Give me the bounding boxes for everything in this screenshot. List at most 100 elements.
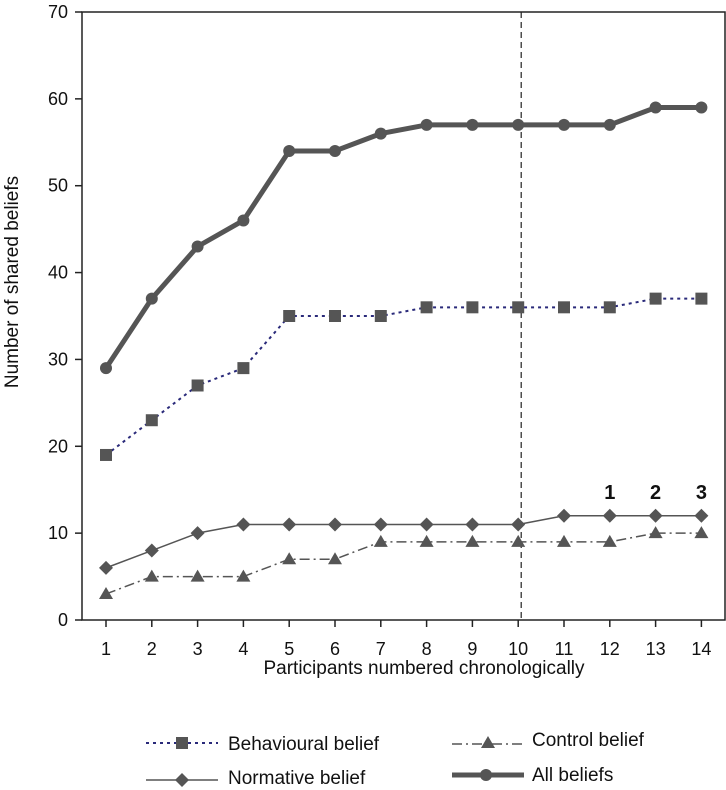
series-all-beliefs <box>100 101 708 375</box>
legend-entry-all: All beliefs <box>452 765 613 786</box>
data-point-square <box>695 292 708 305</box>
data-point-square <box>283 310 296 322</box>
series-line <box>103 105 702 370</box>
data-point-circle <box>145 292 158 305</box>
y-tick-label: 70 <box>48 2 68 22</box>
x-tick-label: 13 <box>646 639 666 659</box>
data-point-square <box>191 379 204 392</box>
x-tick-label: 7 <box>376 639 386 659</box>
series-line <box>105 297 702 456</box>
annotation-label: 1 <box>604 482 615 504</box>
data-point-triangle <box>419 534 434 547</box>
data-point-diamond <box>648 508 663 523</box>
x-tick-label: 10 <box>508 639 528 659</box>
series-behavioural-belief <box>100 292 708 461</box>
data-point-circle <box>237 214 250 227</box>
data-point-square <box>100 448 112 461</box>
data-point-circle <box>558 118 570 131</box>
x-tick-label: 5 <box>284 639 294 659</box>
x-tick-label: 1 <box>101 639 111 659</box>
legend-entry-behavioural: Behavioural belief <box>146 734 380 755</box>
series-layer <box>99 101 709 599</box>
data-point-square <box>466 301 479 314</box>
legend-entry-control: Control belief <box>452 730 645 751</box>
data-point-triangle <box>602 534 617 547</box>
data-point-circle <box>329 144 341 157</box>
data-point-triangle <box>648 526 663 539</box>
data-point-diamond <box>328 517 342 532</box>
data-point-diamond <box>99 560 113 575</box>
x-tick-label: 9 <box>467 639 477 659</box>
data-point-diamond <box>144 543 159 558</box>
data-point-diamond <box>465 517 480 532</box>
data-point-circle <box>191 240 204 253</box>
data-point-circle <box>466 118 479 131</box>
y-tick-label: 50 <box>48 176 68 196</box>
data-point-square <box>512 301 525 314</box>
y-axis-label: Number of shared beliefs <box>2 176 23 388</box>
series-normative-belief <box>99 508 709 575</box>
data-point-diamond <box>694 508 709 523</box>
data-point-circle <box>374 127 387 140</box>
legend-label-behavioural: Behavioural belief <box>228 734 380 755</box>
x-tick-label: 3 <box>193 639 203 659</box>
data-point-diamond <box>511 517 526 532</box>
data-point-triangle <box>236 569 251 582</box>
legend-entry-normative: Normative belief <box>146 768 366 789</box>
data-point-square <box>329 310 341 322</box>
x-tick-label: 11 <box>555 639 574 659</box>
y-tick-label: 20 <box>48 436 68 456</box>
data-point-triangle <box>511 534 526 547</box>
y-tick-label: 40 <box>48 263 68 283</box>
series-line <box>105 515 702 569</box>
data-point-square <box>374 310 387 322</box>
data-point-diamond <box>602 508 617 523</box>
data-point-triangle <box>694 526 709 539</box>
data-point-square <box>649 292 662 305</box>
annotation-label: 3 <box>696 482 707 504</box>
x-tick-label: 2 <box>147 639 157 659</box>
legend-label-all: All beliefs <box>532 765 613 786</box>
plot-border <box>81 11 726 621</box>
data-point-triangle <box>99 586 113 599</box>
data-point-triangle <box>465 534 480 547</box>
x-tick-label: 8 <box>422 639 432 659</box>
data-point-square <box>558 301 570 314</box>
data-point-circle <box>283 144 296 157</box>
x-tick-label: 6 <box>330 639 340 659</box>
data-point-diamond <box>373 517 388 532</box>
y-tick-label: 10 <box>48 523 68 543</box>
data-point-triangle <box>144 569 159 582</box>
y-tick-label: 0 <box>58 610 68 630</box>
data-point-diamond <box>236 517 251 532</box>
data-point-diamond <box>557 508 571 523</box>
y-tick-label: 60 <box>48 89 68 109</box>
data-point-square <box>145 414 158 427</box>
data-point-triangle <box>190 569 205 582</box>
y-axis-ticks: 0 10 20 30 40 50 60 70 <box>48 2 82 630</box>
data-point-square <box>420 301 433 314</box>
data-point-circle <box>649 101 662 114</box>
annotations: 1 2 3 <box>604 482 707 504</box>
data-point-circle <box>512 118 525 131</box>
series-control-belief <box>99 526 709 599</box>
data-point-square <box>603 301 616 314</box>
data-point-triangle <box>328 552 342 565</box>
data-point-diamond <box>419 517 434 532</box>
data-point-triangle <box>373 534 388 547</box>
data-point-circle <box>100 362 112 375</box>
series-line <box>105 532 702 595</box>
plot-frame <box>81 11 726 621</box>
legend-label-normative: Normative belief <box>228 768 366 789</box>
data-point-diamond <box>282 517 297 532</box>
x-axis-label: Participants numbered chronologically <box>263 658 585 679</box>
data-point-square <box>237 362 250 375</box>
legend: Behavioural belief Control belief Normat… <box>146 730 645 789</box>
legend-label-control: Control belief <box>532 730 645 751</box>
x-tick-label: 4 <box>238 639 248 659</box>
y-tick-label: 30 <box>48 349 68 369</box>
data-point-triangle <box>557 534 571 547</box>
data-point-diamond <box>190 526 205 541</box>
x-axis-ticks: 1 2 3 4 5 6 7 8 9 10 11 12 13 14 <box>101 620 711 659</box>
